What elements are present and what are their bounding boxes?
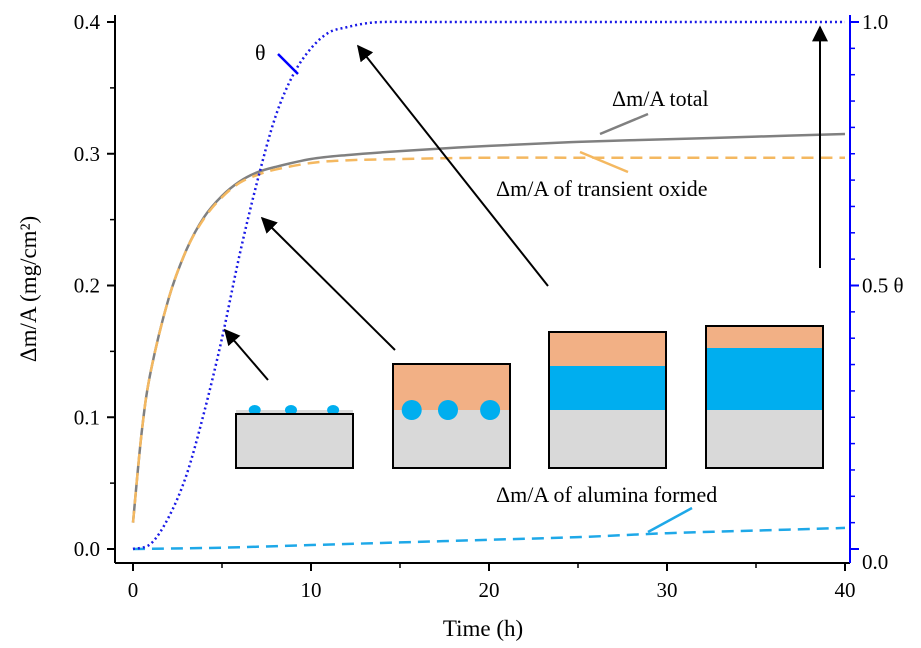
inset-alumina-particle (480, 400, 501, 420)
x-axis-title: Time (h) (443, 616, 523, 641)
inset-substrate (706, 410, 823, 468)
y2-tick-label: 0.0 (862, 550, 888, 574)
inset-alumina-layer (706, 348, 823, 410)
y-tick-label: 0.4 (74, 10, 101, 34)
y2-ticks: 0.0 0.5 θ 1.0 (850, 10, 904, 574)
inset-stage-4 (705, 325, 824, 469)
pointer-transient (579, 150, 629, 174)
y-tick-label: 0.1 (74, 405, 100, 429)
x-tick-label: 20 (479, 578, 500, 602)
annotation-alumina: Δm/A of alumina formed (496, 482, 717, 507)
inset-alumina-particle (327, 405, 340, 415)
x-tick-label: 0 (128, 578, 139, 602)
inset-alumina-particle (437, 400, 458, 420)
arrow-stage-1 (223, 328, 269, 381)
annotation-theta: θ (255, 40, 266, 65)
y-axis-title: Δm/A (mg/cm²) (16, 216, 41, 362)
inset-alumina-particle (284, 405, 297, 415)
series-theta-line (132, 20, 845, 551)
x-tick-label: 40 (835, 578, 856, 602)
series-transient-oxide-line (131, 156, 845, 523)
y-ticks: 0.0 0.1 0.2 0.3 0.4 (74, 10, 115, 561)
inset-alumina-particle (401, 400, 422, 420)
x-tick-label: 30 (657, 578, 678, 602)
y-tick-label: 0.2 (74, 274, 100, 298)
inset-alumina-particle (248, 405, 261, 415)
inset-stage-1 (235, 405, 354, 469)
oxide-schematic-insets (235, 325, 824, 469)
inset-frame (705, 325, 824, 469)
inset-stage-3 (548, 331, 667, 469)
y-tick-label: 0.3 (74, 142, 100, 166)
inset-alumina-layer (549, 366, 666, 410)
pointer-alumina (647, 506, 693, 534)
arrow-stage-3 (357, 44, 549, 287)
annotation-transient: Δm/A of transient oxide (496, 176, 708, 201)
series-alumina-line (132, 526, 846, 551)
arrow-stage-2 (260, 216, 396, 351)
inset-frame (548, 331, 667, 469)
annotation-total: Δm/A total (612, 86, 709, 111)
inset-stage-2 (392, 363, 511, 469)
y-tick-label: 0.0 (74, 537, 100, 561)
pointer-theta (277, 53, 299, 75)
inset-frame (235, 413, 354, 469)
pointer-total (599, 112, 649, 136)
y2-tick-label: 1.0 (862, 10, 888, 34)
inset-frame (392, 363, 511, 469)
x-ticks: 0 10 20 30 40 (128, 563, 856, 602)
inset-substrate (236, 410, 353, 468)
y2-tick-label-theta: 0.5 θ (862, 274, 904, 298)
inset-substrate (549, 410, 666, 468)
series-layer (131, 20, 846, 551)
x-tick-label: 10 (301, 578, 322, 602)
